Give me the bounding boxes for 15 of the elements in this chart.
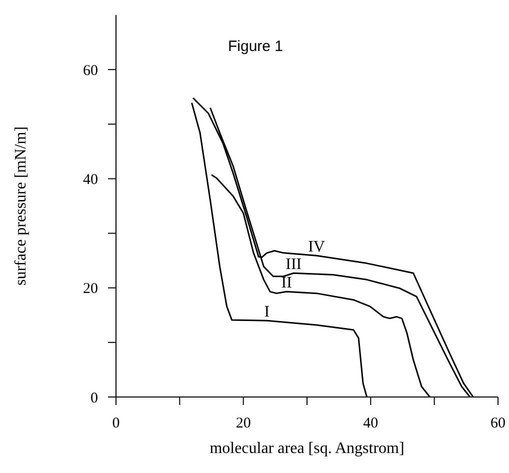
- text: Figure 1: [228, 38, 284, 55]
- y-tick-label: 0: [90, 390, 98, 406]
- series-label: II: [281, 274, 292, 292]
- series-label: IV: [308, 238, 326, 256]
- y-tick-label: 20: [83, 281, 98, 298]
- x-tick-label: 40: [363, 416, 378, 432]
- x-tick-label: 20: [236, 416, 251, 432]
- y-tick-label: 40: [83, 172, 98, 188]
- y-tick-label: 60: [83, 62, 98, 79]
- series-label: III: [286, 256, 302, 274]
- x-axis-title: molecular area [sq. Angstrom]: [208, 440, 406, 458]
- series-label: I: [264, 304, 270, 321]
- y-axis-title: surface pressure [mN/m]: [12, 126, 30, 286]
- x-tick-label: 0: [112, 416, 120, 432]
- x-tick-label: 60: [490, 416, 506, 432]
